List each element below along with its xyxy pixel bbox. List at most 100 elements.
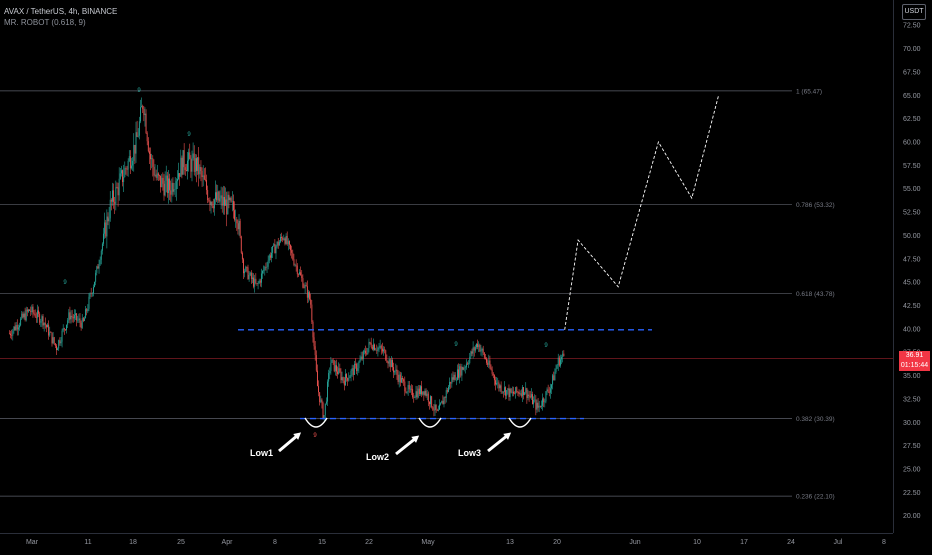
- candle-body: [170, 190, 172, 195]
- candle-body: [450, 381, 452, 384]
- chart-legend: AVAX / TetherUS, 4h, BINANCE MR. ROBOT (…: [4, 6, 117, 28]
- candle-body: [174, 189, 176, 190]
- candle-body: [162, 177, 164, 184]
- candle-body: [28, 309, 29, 312]
- candle-body: [259, 280, 261, 283]
- candle-body: [400, 378, 402, 383]
- price-axis-label: 57.50: [903, 163, 921, 170]
- candle-body: [381, 348, 383, 352]
- candle-body: [53, 337, 55, 344]
- candle-body: [529, 396, 531, 398]
- candle-body: [430, 396, 431, 405]
- candle-body: [476, 343, 477, 348]
- candle-body: [334, 365, 336, 372]
- price-axis-label: 42.50: [903, 303, 921, 310]
- candle-body: [171, 182, 173, 195]
- candle-body: [101, 243, 103, 251]
- candle-body: [439, 404, 440, 410]
- candle-body: [17, 327, 19, 330]
- candle-body: [237, 223, 239, 230]
- candle-body: [54, 343, 56, 346]
- candle-body: [376, 349, 378, 351]
- candle-body: [243, 259, 244, 274]
- candle-body: [468, 363, 470, 364]
- candle-body: [275, 246, 277, 254]
- candle-body: [409, 388, 411, 390]
- candle-body: [418, 388, 420, 395]
- price-axis-label: 50.00: [903, 233, 921, 240]
- candle-body: [478, 344, 480, 348]
- low-marker-arc: [508, 417, 532, 428]
- candle-body: [8, 333, 10, 335]
- time-axis-label: 17: [740, 539, 748, 546]
- candle-body: [52, 337, 54, 344]
- candle-body: [328, 373, 330, 382]
- candle-body: [75, 313, 76, 315]
- time-axis-label: 20: [553, 539, 561, 546]
- candle-body: [318, 386, 319, 393]
- candle-body: [514, 393, 515, 395]
- symbol-title[interactable]: AVAX / TetherUS, 4h, BINANCE: [4, 7, 118, 16]
- candle-body: [234, 210, 235, 220]
- candle-body: [516, 387, 518, 392]
- candle-body: [458, 369, 459, 378]
- count-marker: 9: [454, 342, 458, 348]
- candle-body: [329, 371, 331, 374]
- candle-body: [230, 197, 232, 202]
- candle-body: [45, 325, 47, 328]
- candle-body: [253, 277, 255, 287]
- candle-body: [316, 370, 318, 387]
- candle-body: [465, 363, 467, 368]
- candle-body: [252, 277, 253, 279]
- candle-body: [340, 371, 342, 381]
- candle-body: [406, 392, 408, 393]
- price-axis-label: 65.00: [903, 93, 921, 100]
- candle-body: [157, 173, 159, 176]
- candle-body: [50, 332, 52, 333]
- candle-body: [153, 166, 155, 176]
- candle-body: [348, 378, 350, 381]
- candle-body: [191, 157, 193, 172]
- candle-body: [187, 160, 188, 171]
- candle-body: [123, 176, 125, 182]
- candle-body: [440, 403, 442, 405]
- candle-body: [165, 175, 167, 181]
- candle-body: [16, 325, 18, 330]
- candle-body: [113, 190, 115, 202]
- candle-body: [358, 362, 360, 369]
- candle-body: [212, 206, 214, 209]
- candle-body: [117, 187, 119, 196]
- candle-body: [78, 318, 80, 320]
- candle-body: [116, 187, 118, 188]
- candle-body: [504, 387, 505, 392]
- candle-body: [456, 369, 458, 380]
- low-label: Low3: [458, 448, 481, 458]
- candle-body: [60, 341, 62, 344]
- candle-body: [552, 375, 554, 385]
- candle-body: [12, 330, 14, 336]
- candle-body: [64, 329, 66, 331]
- candle-body: [414, 397, 416, 398]
- candle-body: [521, 387, 523, 397]
- candle-body: [115, 187, 117, 204]
- currency-button[interactable]: USDT: [902, 4, 926, 20]
- indicator-title[interactable]: MR. ROBOT (0.618, 9): [4, 18, 86, 27]
- candle-body: [41, 316, 43, 322]
- price-axis-label: 25.00: [903, 467, 921, 474]
- candle-body: [327, 381, 328, 402]
- candle-body: [150, 153, 151, 160]
- projection-path: [564, 95, 720, 330]
- candle-body: [293, 259, 295, 265]
- candle-body: [209, 200, 211, 206]
- candle-body: [557, 357, 559, 366]
- candle-body: [371, 346, 373, 350]
- candle-body: [362, 351, 364, 359]
- candle-body: [492, 373, 494, 376]
- candle-body: [277, 241, 279, 246]
- candle-body: [125, 168, 127, 169]
- candle-body: [67, 320, 69, 325]
- candle-body: [255, 278, 257, 284]
- candle-body: [490, 367, 492, 370]
